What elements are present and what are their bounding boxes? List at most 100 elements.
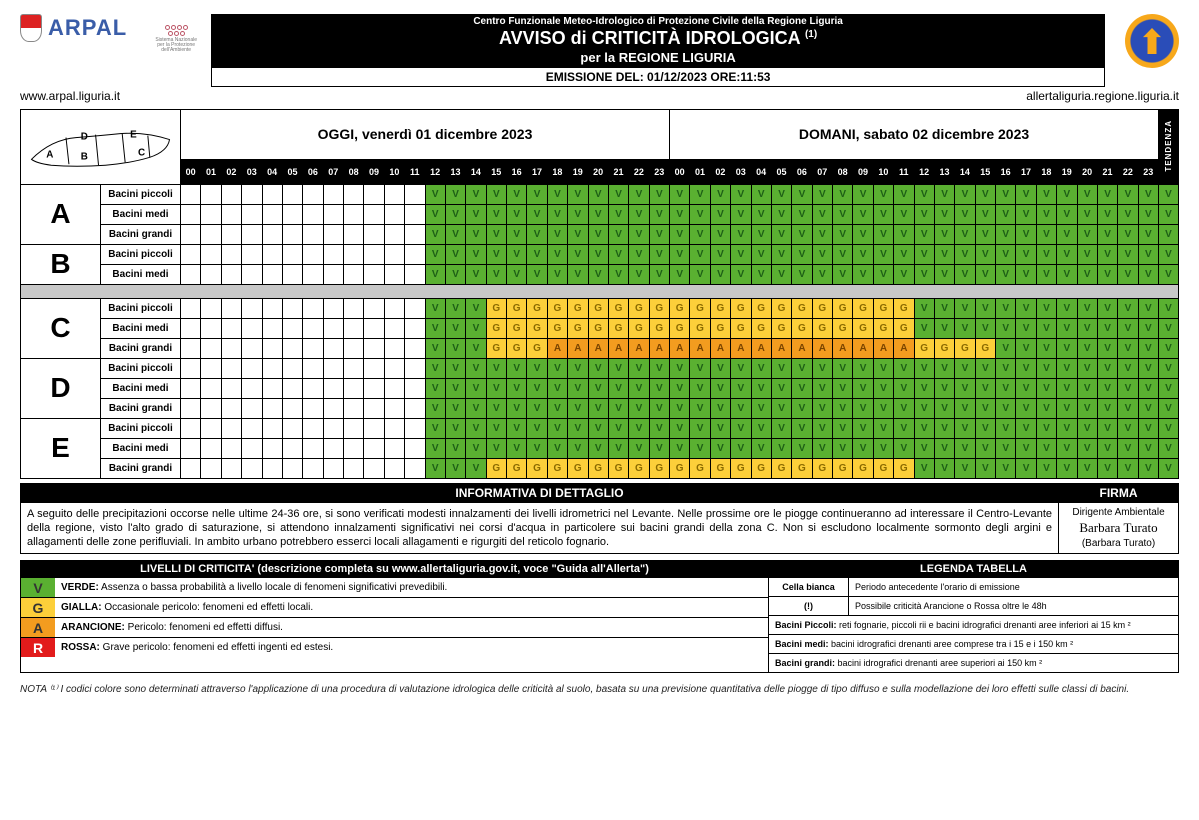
data-cell: V — [690, 418, 710, 438]
zone-letter: A — [21, 184, 101, 244]
data-cell: V — [547, 244, 567, 264]
data-cell: V — [547, 224, 567, 244]
data-cell: V — [1077, 244, 1097, 264]
data-cell: V — [1118, 378, 1138, 398]
data-cell: V — [649, 224, 669, 244]
data-cell: V — [955, 244, 975, 264]
data-cell — [201, 224, 221, 244]
data-cell — [384, 184, 404, 204]
data-cell: V — [833, 204, 853, 224]
data-cell — [384, 398, 404, 418]
data-cell: V — [507, 358, 527, 378]
data-cell: V — [873, 264, 893, 284]
basin-label: Bacini piccoli — [101, 244, 181, 264]
data-cell: V — [568, 244, 588, 264]
data-cell: V — [894, 184, 914, 204]
data-cell: V — [466, 458, 486, 478]
data-cell: V — [731, 398, 751, 418]
data-cell — [282, 398, 302, 418]
data-cell: V — [486, 204, 506, 224]
data-cell: V — [690, 184, 710, 204]
data-cell: V — [1077, 318, 1097, 338]
data-cell — [242, 298, 262, 318]
data-cell — [303, 418, 323, 438]
data-cell — [242, 418, 262, 438]
data-cell: G — [608, 298, 628, 318]
data-cell: V — [649, 398, 669, 418]
data-cell: V — [1118, 318, 1138, 338]
data-cell: V — [1118, 204, 1138, 224]
data-cell: V — [527, 184, 547, 204]
data-cell: V — [894, 204, 914, 224]
data-cell — [303, 458, 323, 478]
data-cell: V — [547, 264, 567, 284]
data-cell: V — [527, 438, 547, 458]
basin-label: Bacini piccoli — [101, 418, 181, 438]
data-cell: V — [1016, 378, 1036, 398]
info-body: A seguito delle precipitazioni occorse n… — [20, 503, 1179, 555]
data-cell: V — [1138, 438, 1158, 458]
data-cell: G — [731, 298, 751, 318]
data-cell — [303, 224, 323, 244]
data-cell: G — [649, 318, 669, 338]
data-cell: V — [934, 184, 954, 204]
data-cell — [262, 398, 282, 418]
snpa-text: Sistema Nazionale per la Protezione dell… — [151, 38, 201, 53]
data-cell: V — [751, 398, 771, 418]
data-cell — [221, 224, 241, 244]
data-cell — [262, 338, 282, 358]
data-cell: V — [649, 438, 669, 458]
data-cell: V — [996, 224, 1016, 244]
data-cell: V — [975, 438, 995, 458]
data-cell: V — [445, 398, 465, 418]
data-cell: V — [1118, 224, 1138, 244]
tendenza-header: TENDENZA — [1159, 109, 1179, 184]
data-cell: G — [853, 298, 873, 318]
data-cell: V — [1097, 224, 1117, 244]
hour-cell: 04 — [751, 159, 771, 184]
data-cell — [323, 298, 343, 318]
data-cell: V — [588, 224, 608, 244]
basin-label: Bacini medi — [101, 378, 181, 398]
data-cell: V — [771, 418, 791, 438]
data-cell: V — [629, 398, 649, 418]
data-cell: V — [629, 244, 649, 264]
data-cell — [364, 358, 384, 378]
data-cell: V — [710, 398, 730, 418]
data-cell — [242, 244, 262, 264]
arpal-text: ARPAL — [48, 15, 127, 41]
data-cell: V — [1097, 338, 1117, 358]
data-cell: V — [588, 398, 608, 418]
tomorrow-header: DOMANI, sabato 02 dicembre 2023 — [670, 109, 1159, 159]
data-cell: G — [588, 318, 608, 338]
data-cell: G — [568, 458, 588, 478]
data-cell: V — [975, 204, 995, 224]
data-cell: V — [1097, 318, 1117, 338]
data-cell — [344, 338, 364, 358]
basin-label: Bacini medi — [101, 318, 181, 338]
data-cell: V — [1077, 418, 1097, 438]
data-cell — [181, 204, 201, 224]
data-cell: V — [1077, 298, 1097, 318]
data-cell: V — [608, 438, 628, 458]
basin-label: Bacini piccoli — [101, 184, 181, 204]
data-cell — [405, 378, 425, 398]
data-cell: G — [812, 298, 832, 318]
data-cell: V — [873, 224, 893, 244]
hour-cell: 04 — [262, 159, 282, 184]
data-cell: V — [955, 318, 975, 338]
hour-cell: 13 — [445, 159, 465, 184]
data-cell: V — [1036, 204, 1056, 224]
data-cell: V — [649, 244, 669, 264]
data-cell — [221, 458, 241, 478]
hour-cell: 12 — [914, 159, 934, 184]
basin-label: Bacini piccoli — [101, 358, 181, 378]
data-cell — [181, 184, 201, 204]
data-cell: V — [608, 224, 628, 244]
data-cell: V — [425, 378, 445, 398]
data-cell — [384, 244, 404, 264]
svg-text:A: A — [46, 149, 53, 160]
data-cell — [181, 298, 201, 318]
data-cell: V — [629, 418, 649, 438]
data-cell: V — [934, 264, 954, 284]
